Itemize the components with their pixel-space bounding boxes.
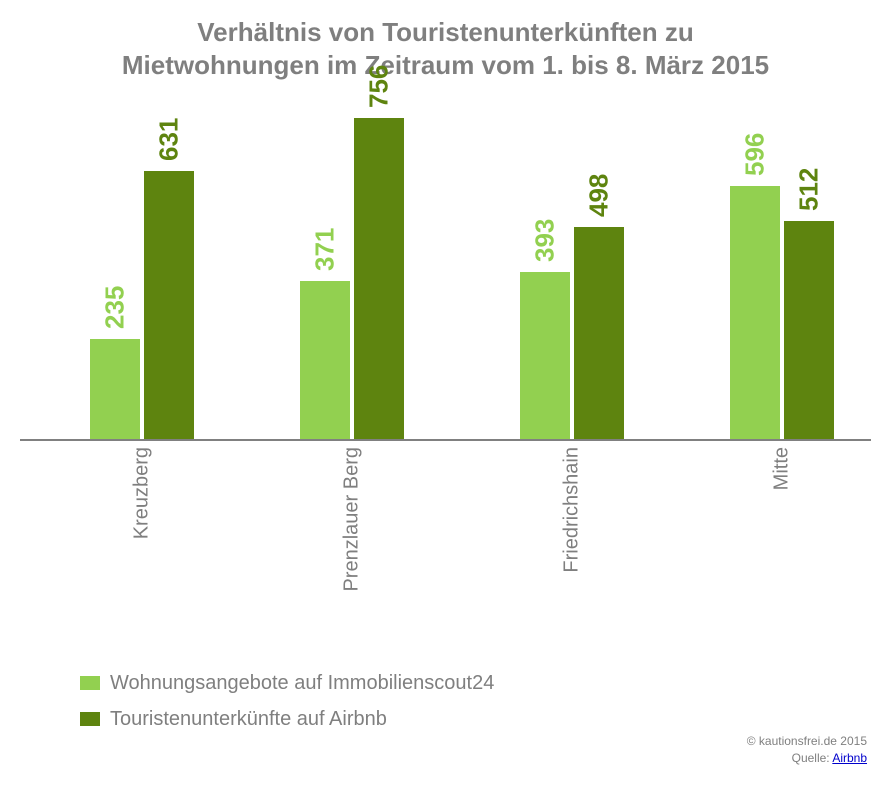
category-axis: Kreuzberg Prenzlauer Berg Friedrichshain Mi… <box>20 447 871 657</box>
bar-value-label: 512 <box>794 168 825 211</box>
legend-swatch <box>80 676 100 690</box>
bar: 631 <box>144 171 194 439</box>
legend-item: Touristenunterkünfte auf Airbnb <box>80 701 871 737</box>
bar-value-label: 498 <box>584 174 615 217</box>
legend-swatch <box>80 712 100 726</box>
bar: 371 <box>300 281 350 439</box>
category-label: Mitte <box>771 447 794 490</box>
category-label: Kreuzberg <box>131 447 154 539</box>
bar: 393 <box>520 272 570 439</box>
bar-group: 371756 <box>300 99 404 439</box>
bar: 756 <box>354 118 404 439</box>
legend: Wohnungsangebote auf Immobilienscout24To… <box>20 665 871 737</box>
bar-group: 393498 <box>520 99 624 439</box>
source-label: Quelle: <box>792 751 833 765</box>
bar: 596 <box>730 186 780 439</box>
bar: 512 <box>784 221 834 439</box>
bar-value-label: 596 <box>740 132 771 175</box>
bar-value-label: 756 <box>364 64 395 107</box>
bar-value-label: 631 <box>154 117 185 160</box>
bar: 498 <box>574 227 624 439</box>
source-line: Quelle: Airbnb <box>747 750 867 767</box>
bar-group: 596512 <box>730 99 834 439</box>
chart-title: Verhältnis von Touristenunterkünften zu … <box>20 16 871 81</box>
source-link[interactable]: Airbnb <box>832 751 867 765</box>
legend-item: Wohnungsangebote auf Immobilienscout24 <box>80 665 871 701</box>
category-label: Prenzlauer Berg <box>341 447 364 592</box>
bar-value-label: 371 <box>310 228 341 271</box>
bar-group: 235631 <box>90 99 194 439</box>
bar: 235 <box>90 339 140 439</box>
legend-label: Touristenunterkünfte auf Airbnb <box>110 701 387 737</box>
plot-area: 235631371756393498596512 <box>20 99 871 441</box>
footer: © kautionsfrei.de 2015 Quelle: Airbnb <box>747 733 867 767</box>
chart-container: Verhältnis von Touristenunterkünften zu … <box>0 0 891 785</box>
category-label: Friedrichshain <box>561 447 584 573</box>
bar-value-label: 393 <box>530 219 561 262</box>
legend-label: Wohnungsangebote auf Immobilienscout24 <box>110 665 494 701</box>
bar-value-label: 235 <box>100 286 131 329</box>
copyright-text: © kautionsfrei.de 2015 <box>747 733 867 750</box>
